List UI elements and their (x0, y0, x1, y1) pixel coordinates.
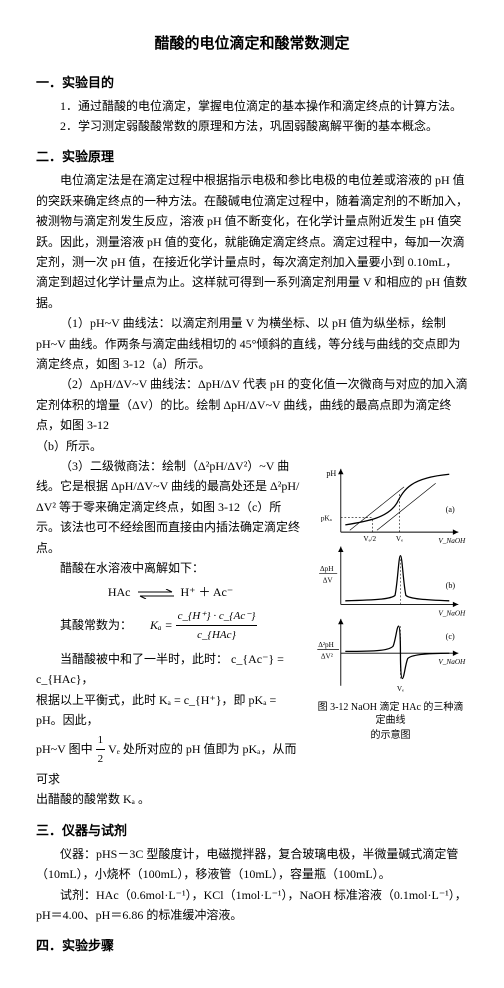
eq2-lhs: Kₐ = (150, 618, 173, 632)
figure-caption-2: 的示意图 (313, 729, 468, 742)
axis-b-num: ΔpH (320, 565, 333, 573)
page-title: 醋酸的电位滴定和酸常数测定 (36, 32, 468, 58)
sec3-p1: 仪器：pHS－3C 型酸度计，电磁搅拌器，复合玻璃电极，半微量碱式滴定管（10m… (36, 844, 468, 885)
p6c-a: pH~V 图中 (36, 742, 96, 756)
half-den: 2 (96, 750, 106, 769)
sec1-p2: 2．学习测定弱酸酸常数的原理和方法，巩固弱酸离解平衡的基本概念。 (36, 116, 468, 136)
eq1-right: H⁺ ＋ Ac⁻ (181, 585, 234, 599)
axis-c-den: ΔV² (321, 653, 333, 661)
eq2-den: c_{HAc} (176, 626, 258, 645)
label-ve-c: Vₑ (397, 685, 404, 693)
axis-c-num: Δ²pH (318, 641, 334, 649)
sec1-p1: 1．通过醋酸的电位滴定，掌握电位滴定的基本操作和滴定终点的计算方法。 (36, 96, 468, 116)
axis-b-den: ΔV (323, 577, 334, 585)
label-ve-a: Vₑ (396, 535, 403, 543)
section-2-head: 二．实验原理 (36, 146, 468, 168)
sec2-p6d: 出醋酸的酸常数 Kₐ 。 (36, 789, 468, 809)
figure-3-12: pH pKₐ Vₑ/2 Vₑ V_NaOH (a) ΔpH ΔV V_NaOH … (313, 458, 468, 742)
eq2-label: 其酸常数为： (60, 618, 132, 632)
sec3-p2: 试剂：HAc（0.6mol·L⁻¹），KCl（1mol·L⁻¹），NaOH 标准… (36, 885, 468, 926)
figure-caption-1: 图 3-12 NaOH 滴定 HAc 的三种滴定曲线 (313, 701, 468, 727)
titration-curves-svg: pH pKₐ Vₑ/2 Vₑ V_NaOH (a) ΔpH ΔV V_NaOH … (313, 458, 468, 693)
sec2-p3a: （2）ΔpH/ΔV~V 曲线法：ΔpH/ΔV 代表 pH 的变化值一次微商与对应… (36, 374, 468, 435)
sec2-p2: （1）pH~V 曲线法：以滴定剂用量 V 为横坐标、以 pH 值为纵坐标，绘制 … (36, 313, 468, 374)
panel-c-label: (c) (446, 632, 455, 641)
section-3-head: 三．仪器与试剂 (36, 820, 468, 842)
label-ve2: Vₑ/2 (363, 535, 376, 543)
panel-b-label: (b) (446, 581, 456, 590)
section-4-head: 四．实验步骤 (36, 935, 468, 957)
half-frac: 12 (96, 731, 106, 769)
sec2-p1: 电位滴定法是在滴定过程中根据指示电极和参比电极的电位差或溶液的 pH 值的突跃来… (36, 170, 468, 313)
label-pka: pKₐ (321, 514, 332, 522)
sec2-p3b: （b）所示。 (36, 436, 468, 456)
axis-ph: pH (326, 469, 336, 478)
label-vnaoh-a: V_NaOH (438, 537, 466, 545)
label-vnaoh-b: V_NaOH (438, 609, 466, 617)
section-1-head: 一．实验目的 (36, 72, 468, 94)
eq2-num: c_{H⁺} · c_{Ac⁻} (176, 607, 258, 627)
equilibrium-arrows-icon (134, 589, 178, 599)
eq1-left: HAc (108, 585, 131, 599)
eq2-frac: c_{H⁺} · c_{Ac⁻} c_{HAc} (176, 607, 258, 645)
label-vnaoh-c: V_NaOH (438, 658, 466, 666)
panel-a-label: (a) (446, 505, 455, 514)
half-num: 1 (96, 731, 106, 751)
